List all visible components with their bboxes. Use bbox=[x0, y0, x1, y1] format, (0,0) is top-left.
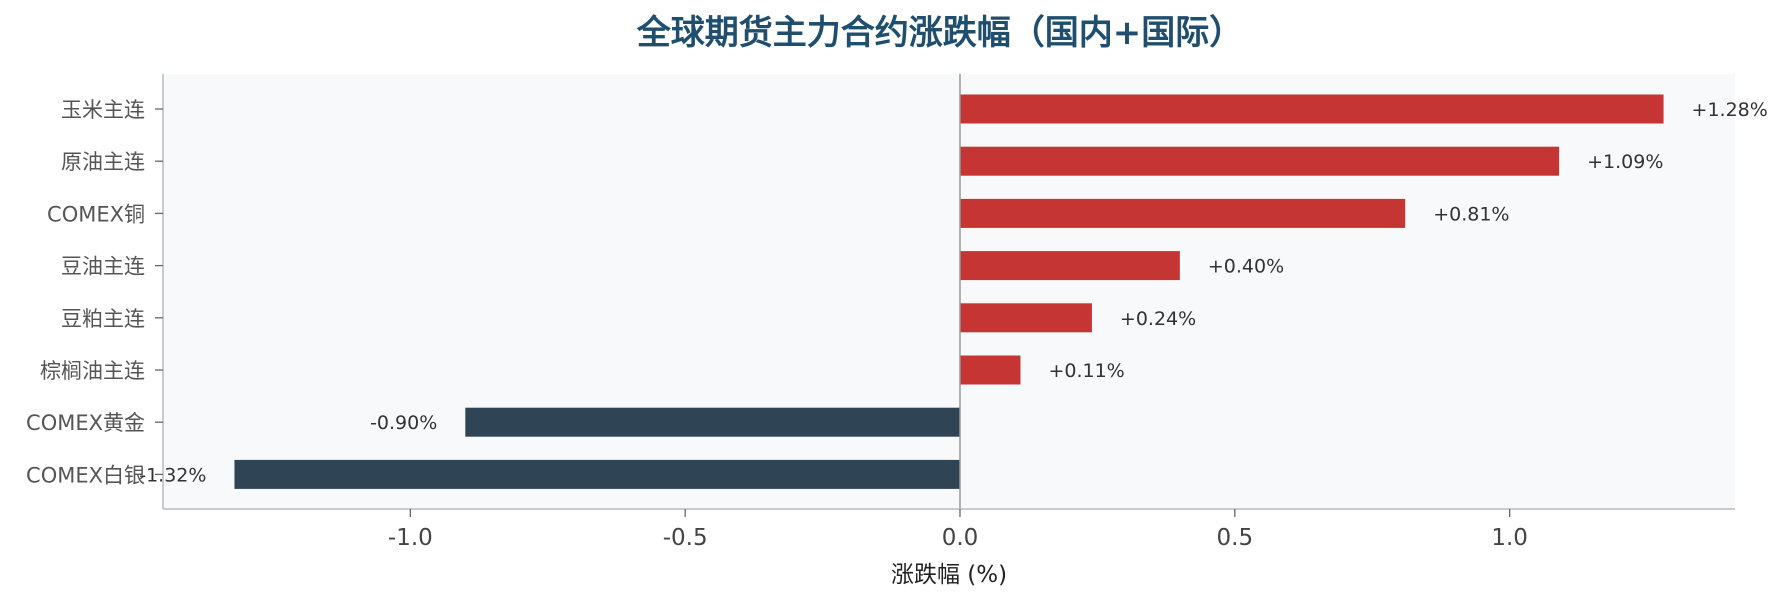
category-label: COMEX铜 bbox=[47, 202, 145, 226]
value-label: +0.24% bbox=[1120, 308, 1196, 330]
x-tick-label: 0.0 bbox=[942, 525, 979, 551]
value-labels: +1.28% +1.09% +0.81% +0.40% +0.24% +0.11% -0.9… bbox=[139, 99, 1768, 486]
value-label: +0.40% bbox=[1208, 256, 1284, 278]
value-label: +1.09% bbox=[1587, 151, 1663, 173]
bars bbox=[234, 94, 1664, 489]
bar bbox=[959, 198, 1406, 228]
bar bbox=[959, 303, 1092, 333]
chart-title: 全球期货主力合约涨跌幅（国内+国际） bbox=[636, 13, 1244, 53]
x-tick-label: 1.0 bbox=[1491, 525, 1528, 551]
category-label: COMEX黄金 bbox=[26, 411, 145, 435]
category-label: COMEX白银 bbox=[26, 463, 145, 487]
x-axis-title: 涨跌幅 (%) bbox=[891, 562, 1007, 588]
category-label: 豆粕主连 bbox=[61, 307, 145, 331]
bar bbox=[234, 459, 960, 489]
x-tick-label: 0.5 bbox=[1217, 525, 1254, 551]
value-label: +0.81% bbox=[1433, 203, 1509, 225]
bar bbox=[465, 407, 960, 437]
value-label: +0.11% bbox=[1048, 360, 1124, 382]
category-label: 棕榈油主连 bbox=[40, 359, 145, 383]
bar bbox=[959, 94, 1664, 124]
category-label: 豆油主连 bbox=[61, 255, 145, 279]
value-label: -1.32% bbox=[139, 464, 206, 486]
x-ticks: -1.0 -0.5 0.0 0.5 1.0 bbox=[388, 509, 1528, 551]
value-label: -0.90% bbox=[370, 412, 437, 434]
bar bbox=[959, 146, 1560, 176]
x-tick-label: -0.5 bbox=[663, 525, 708, 551]
value-label: +1.28% bbox=[1692, 99, 1768, 121]
category-label: 原油主连 bbox=[61, 150, 145, 174]
plot-area bbox=[163, 74, 1735, 509]
bar bbox=[959, 355, 1021, 385]
category-label: 玉米主连 bbox=[61, 98, 145, 122]
bar bbox=[959, 251, 1180, 281]
x-tick-label: -1.0 bbox=[388, 525, 433, 551]
